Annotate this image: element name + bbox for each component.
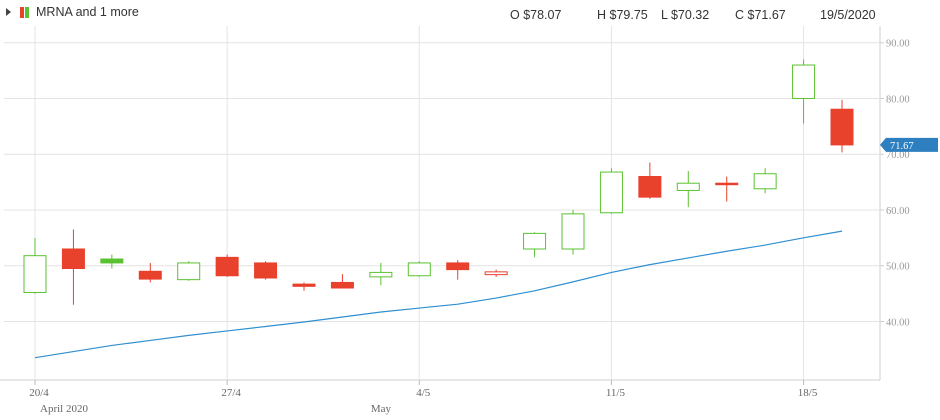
candle[interactable] (830, 99, 854, 153)
candle-body (446, 262, 470, 271)
series-label[interactable]: MRNA and 1 more (36, 5, 139, 19)
candle[interactable] (177, 261, 201, 281)
low-price: L $70.32 (661, 8, 710, 22)
y-tick-label: 70.00 (886, 150, 910, 161)
close-price: C $71.67 (735, 8, 786, 22)
y-tick-label: 40.00 (886, 317, 910, 328)
candle-body (561, 213, 585, 250)
y-tick-label: 80.00 (886, 94, 910, 105)
candle[interactable] (523, 232, 547, 258)
candle-body (330, 281, 354, 289)
x-tick-label: 18/5 (798, 387, 818, 399)
candle[interactable] (792, 59, 816, 124)
candle-body (177, 262, 201, 281)
x-tick-label: 11/5 (606, 387, 626, 399)
candle-body (599, 171, 623, 214)
candle-body (523, 232, 547, 250)
last-price-badge: 71.67 (880, 137, 938, 152)
candle-body (369, 271, 393, 278)
candle[interactable] (638, 162, 662, 199)
candle-body (676, 182, 700, 191)
candle[interactable] (753, 168, 777, 194)
candle[interactable] (215, 254, 239, 277)
candle-body (830, 108, 854, 146)
candle-body (23, 255, 47, 293)
candle-body (484, 271, 508, 276)
candlestick-legend-icon (20, 7, 30, 18)
y-tick-label: 90.00 (886, 39, 910, 50)
y-tick-label: 60.00 (886, 206, 910, 217)
candle-body (100, 258, 124, 264)
moving-average-line (34, 230, 843, 359)
last-price-marker (880, 137, 938, 152)
candle-body (753, 173, 777, 190)
expand-legend-icon[interactable] (6, 8, 11, 16)
current-date: 19/5/2020 (820, 8, 876, 22)
x-tick-label: 4/5 (416, 387, 431, 399)
candle[interactable] (369, 262, 393, 286)
candle-body (254, 262, 278, 279)
candle-body (61, 248, 85, 270)
candle[interactable] (599, 168, 623, 214)
candle[interactable] (23, 237, 47, 294)
y-tick-label: 50.00 (886, 262, 910, 273)
candle-body (407, 262, 431, 277)
candle[interactable] (407, 261, 431, 277)
candle-body (138, 270, 162, 280)
chart-header: MRNA and 1 more O $78.07 H $79.75 L $70.… (0, 0, 940, 26)
candle-body (292, 283, 316, 287)
x-tick-label: 27/4 (221, 387, 241, 399)
last-price-label: 71.67 (890, 141, 914, 152)
candle[interactable] (292, 282, 316, 291)
candle[interactable] (254, 261, 278, 280)
candle[interactable] (61, 229, 85, 305)
candle[interactable] (561, 209, 585, 255)
candle[interactable] (484, 269, 508, 277)
open-price: O $78.07 (510, 8, 562, 22)
x-period-label: May (371, 403, 392, 415)
candle-body (792, 64, 816, 99)
candle[interactable] (446, 260, 470, 280)
high-price: H $79.75 (597, 8, 648, 22)
candle[interactable] (100, 254, 124, 269)
candle-body (638, 176, 662, 198)
candle[interactable] (330, 274, 354, 289)
candle-body (715, 182, 739, 186)
candle-body (215, 256, 239, 277)
x-tick-label: 20/4 (29, 387, 49, 399)
candle[interactable] (676, 170, 700, 208)
candle[interactable] (715, 176, 739, 202)
candle[interactable] (138, 262, 162, 283)
x-period-label: April 2020 (40, 403, 88, 415)
